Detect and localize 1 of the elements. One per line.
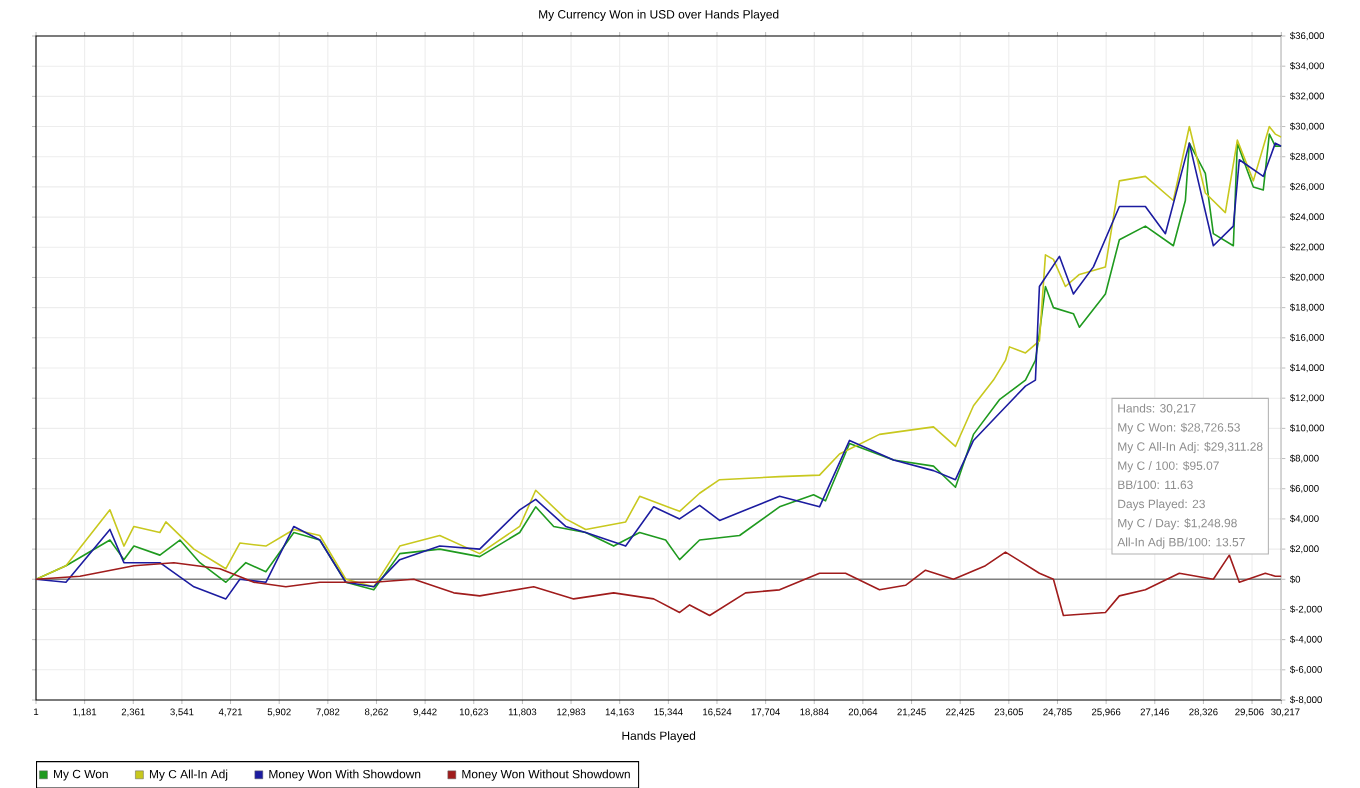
line-series xyxy=(36,551,1282,617)
